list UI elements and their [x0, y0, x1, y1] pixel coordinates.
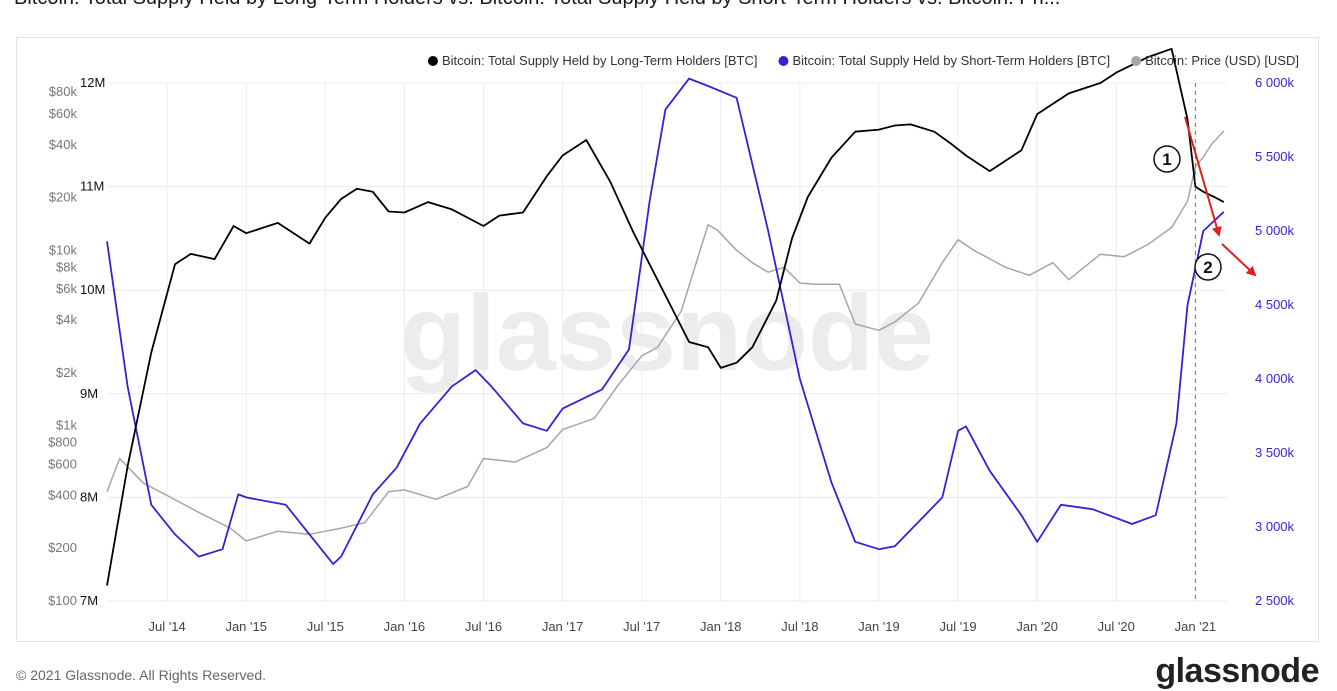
x-tick-label: Jan '18: [700, 619, 742, 634]
sth-tick-label: 3 000k: [1255, 519, 1295, 534]
lth-tick-label: 8M: [80, 489, 98, 504]
price-tick-label: $2k: [56, 365, 77, 380]
annotation-layer: 12: [1153, 83, 1257, 601]
price-tick-label: $400: [48, 487, 77, 502]
legend-item-dot: [1131, 56, 1142, 66]
lth-tick-label: 7M: [80, 593, 98, 608]
annotation-badge-1: [1153, 145, 1181, 173]
x-tick-label: Jul '16: [465, 619, 502, 634]
x-tick-label: Jan '20: [1016, 619, 1058, 634]
price-series-line: [106, 130, 1225, 542]
price-tick-label: $100: [48, 593, 77, 608]
glassnode-logo: glassnode: [1155, 652, 1319, 690]
x-tick-label: Jul '20: [1098, 619, 1135, 634]
price-tick-label: $600: [48, 457, 77, 472]
price-tick-label: $20k: [49, 190, 78, 205]
legend-item-dot: [427, 56, 438, 66]
legend-item-label: Bitcoin: Price (USD) [USD]: [1145, 53, 1299, 68]
price-tick-label: $60k: [49, 106, 78, 121]
legend-item-label: Bitcoin: Total Supply Held by Long-Term …: [442, 53, 758, 68]
x-tick-label: Jan '16: [384, 619, 426, 634]
legend-item-dot: [778, 56, 789, 66]
sth-tick-label: 6 000k: [1255, 75, 1295, 90]
lth-tick-label: 11M: [80, 179, 104, 194]
x-tick-label: Jan '15: [225, 619, 267, 634]
sth-tick-label: 2 500k: [1255, 593, 1295, 608]
sth-tick-label: 3 500k: [1255, 445, 1295, 460]
x-tick-label: Jul '18: [781, 619, 818, 634]
chart-frame: glassnode Jul '14 Jan '15 Jul '15 Jan '16 Ju…: [16, 37, 1319, 642]
price-tick-label: $1k: [56, 418, 77, 433]
lth-tick-label: 9M: [80, 386, 98, 401]
x-tick-label: Jul '17: [623, 619, 660, 634]
copyright-text: © 2021 Glassnode. All Rights Reserved.: [16, 667, 267, 683]
x-tick-label: Jan '17: [542, 619, 584, 634]
annotation-badge-label: 1: [1162, 150, 1171, 169]
annotation-arrow-2: [1221, 243, 1257, 277]
legend-item-label: Bitcoin: Total Supply Held by Short-Term…: [792, 53, 1110, 68]
series-layer: [106, 47, 1225, 586]
price-tick-label: $80k: [49, 84, 78, 99]
x-tick-label: Jul '15: [307, 619, 344, 634]
sth-tick-label: 4 500k: [1255, 297, 1295, 312]
sth-tick-label: 5 500k: [1255, 149, 1295, 164]
x-tick-label: Jan '19: [858, 619, 900, 634]
annotation-badge-2: [1194, 253, 1222, 281]
sth-tick-label: 5 000k: [1255, 223, 1295, 238]
x-tick-label: Jul '14: [149, 619, 186, 634]
annotation-arrow-1: [1184, 116, 1222, 237]
chart-svg: glassnode Jul '14 Jan '15 Jul '15 Jan '16 Ju…: [48, 47, 1299, 634]
price-tick-label: $10k: [49, 242, 78, 257]
x-tick-label: Jul '19: [939, 619, 976, 634]
legend: Bitcoin: Price (USD) [USD] Bitcoin: Total…: [427, 53, 1299, 68]
sth-series-line: [106, 77, 1225, 565]
price-tick-label: $40k: [49, 137, 78, 152]
price-tick-label: $8k: [56, 259, 77, 274]
axis-layer: Jul '14 Jan '15 Jul '15 Jan '16 Jul '16 Jan '…: [48, 75, 1294, 634]
chart-title: Bitcoin: Total Supply Held by Long-Term …: [14, 0, 1324, 10]
sth-tick-label: 4 000k: [1255, 371, 1295, 386]
x-tick-label: Jan '21: [1175, 619, 1217, 634]
lth-tick-label: 10M: [80, 282, 105, 297]
price-tick-label: $6k: [56, 281, 77, 296]
annotation-badge-label: 2: [1203, 258, 1212, 277]
price-tick-label: $200: [48, 540, 77, 555]
price-tick-label: $800: [48, 435, 77, 450]
lth-tick-label: 12M: [80, 75, 105, 90]
price-tick-label: $4k: [56, 312, 77, 327]
lth-series-line: [106, 47, 1225, 586]
